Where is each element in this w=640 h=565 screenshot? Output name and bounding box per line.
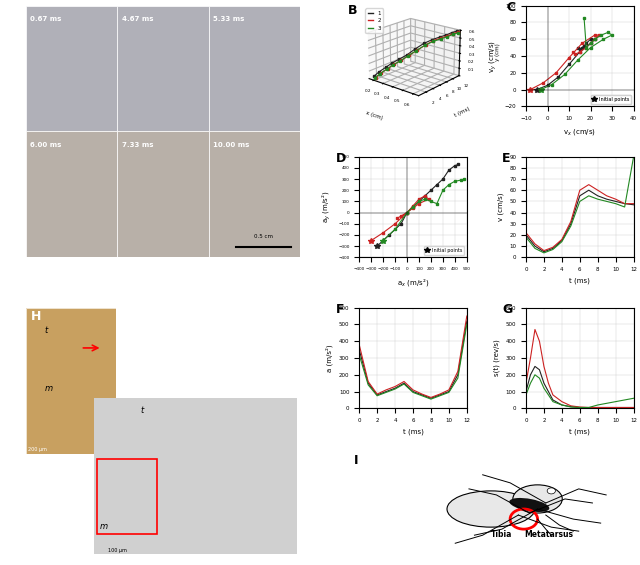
Legend: 1, 2, 3: 1, 2, 3: [365, 8, 383, 33]
Y-axis label: v$_y$ (cm/s): v$_y$ (cm/s): [488, 40, 499, 72]
Legend: Initial points: Initial points: [591, 95, 631, 104]
Bar: [26, 132, 117, 257]
Text: 7.33 ms: 7.33 ms: [122, 142, 153, 147]
X-axis label: t (ms): t (ms): [570, 429, 590, 435]
Legend: Initial points: Initial points: [424, 246, 465, 255]
Bar: [26, 308, 116, 454]
Text: I: I: [354, 454, 358, 467]
Text: 0.67 ms: 0.67 ms: [30, 16, 61, 21]
Ellipse shape: [447, 491, 535, 527]
Circle shape: [547, 488, 556, 494]
Text: 4.67 ms: 4.67 ms: [122, 16, 153, 21]
Text: H: H: [31, 310, 42, 323]
Y-axis label: s(t) (rev/s): s(t) (rev/s): [493, 340, 500, 376]
Y-axis label: v (cm/s): v (cm/s): [497, 193, 504, 221]
Bar: [117, 132, 209, 257]
Text: E: E: [502, 151, 511, 164]
Y-axis label: a$_y$ (m/s²): a$_y$ (m/s²): [320, 191, 333, 223]
Text: C: C: [507, 1, 516, 14]
Ellipse shape: [509, 498, 549, 512]
Y-axis label: a (m/s²): a (m/s²): [326, 344, 333, 372]
Bar: [117, 6, 209, 132]
Text: B: B: [348, 3, 357, 16]
Text: t: t: [45, 326, 48, 335]
Bar: [209, 132, 300, 257]
Bar: [26, 308, 116, 454]
Text: 200 μm: 200 μm: [28, 447, 47, 452]
Text: 100 μm: 100 μm: [108, 548, 127, 553]
Bar: [26, 6, 117, 132]
Text: G: G: [502, 303, 513, 316]
Text: Tibia: Tibia: [491, 530, 513, 539]
Bar: [97, 459, 157, 534]
Text: t: t: [141, 406, 144, 415]
X-axis label: x (cm): x (cm): [365, 110, 383, 121]
X-axis label: a$_x$ (m/s²): a$_x$ (m/s²): [397, 277, 429, 288]
Text: 0.5 cm: 0.5 cm: [254, 234, 273, 240]
Text: D: D: [335, 151, 346, 164]
Text: m: m: [45, 384, 53, 393]
Text: F: F: [335, 303, 344, 316]
Bar: [209, 6, 300, 132]
Text: Metatarsus: Metatarsus: [524, 530, 573, 539]
Bar: [94, 398, 297, 554]
Text: m: m: [100, 522, 108, 531]
X-axis label: t (ms): t (ms): [403, 429, 424, 435]
Text: 6.00 ms: 6.00 ms: [30, 142, 61, 147]
Text: 5.33 ms: 5.33 ms: [213, 16, 244, 21]
Ellipse shape: [513, 485, 563, 513]
Text: 10.00 ms: 10.00 ms: [213, 142, 250, 147]
X-axis label: v$_x$ (cm/s): v$_x$ (cm/s): [563, 127, 596, 137]
Y-axis label: t (ms): t (ms): [454, 106, 470, 118]
X-axis label: t (ms): t (ms): [570, 277, 590, 284]
